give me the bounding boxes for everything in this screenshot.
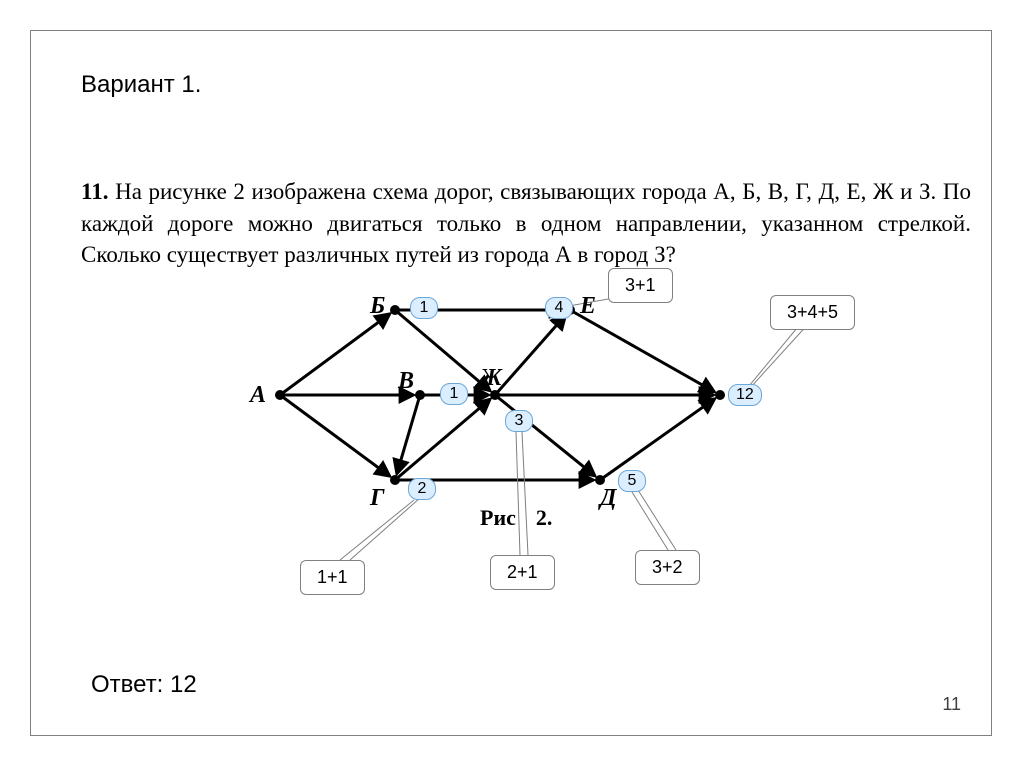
badge-b_B: 1	[410, 297, 438, 319]
badge-b_V: 1	[440, 383, 468, 405]
callout-c_E: 3+1	[608, 268, 673, 303]
variant-title: Вариант 1.	[81, 71, 201, 99]
callout-c_G: 1+1	[300, 560, 365, 595]
node-label-V: В	[398, 368, 414, 395]
callout-c_ZH: 2+1	[490, 555, 555, 590]
slide-frame: Вариант 1. 11. На рисунке 2 изображена с…	[30, 30, 992, 736]
node-label-D: Д	[600, 485, 616, 512]
node-label-B: Б	[370, 293, 385, 320]
problem-text: 11. На рисунке 2 изображена схема дорог,…	[81, 176, 971, 271]
badge-b_Z: 12	[728, 384, 762, 406]
callout-c_Z: 3+4+5	[770, 295, 855, 330]
badge-b_G: 2	[408, 478, 436, 500]
problem-number: 11.	[81, 179, 108, 204]
node-label-ZH: Ж	[480, 365, 502, 392]
node-label-E: Е	[580, 293, 596, 320]
callout-c_D: 3+2	[635, 550, 700, 585]
badge-b_E: 4	[545, 297, 573, 319]
page-number: 11	[942, 694, 961, 715]
figure-caption: Рис2.	[480, 505, 552, 531]
problem-body: На рисунке 2 изображена схема дорог, свя…	[81, 179, 971, 267]
badge-b_D: 5	[618, 470, 646, 492]
node-label-G: Г	[370, 485, 385, 512]
badge-b_ZH: 3	[505, 410, 533, 432]
answer-label: Ответ: 12	[91, 671, 197, 699]
node-label-A: А	[250, 382, 266, 409]
